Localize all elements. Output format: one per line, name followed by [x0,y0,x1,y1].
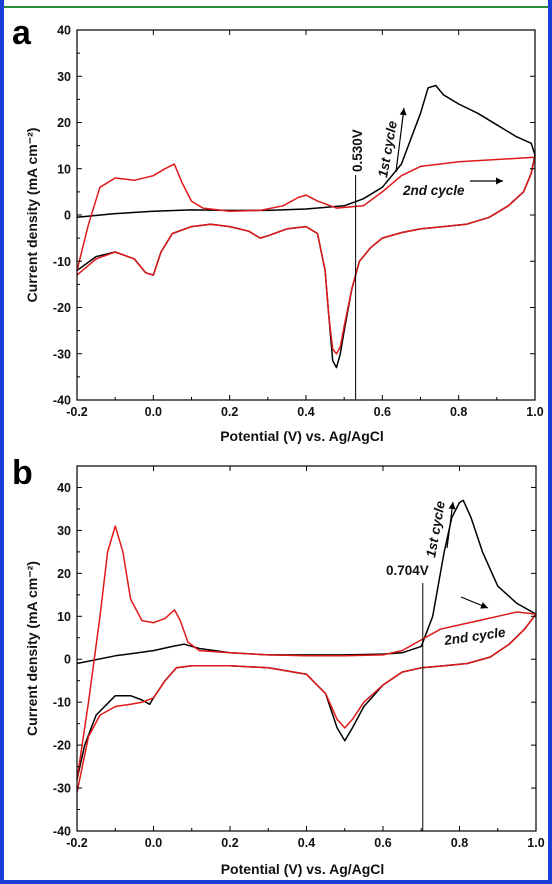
y-tick-label: -20 [53,739,71,753]
y-tick-label: 20 [57,116,71,130]
series-line-b-2 [76,525,537,793]
marker-label-a: 0.530V [350,129,365,172]
y-tick-label: 10 [57,162,71,176]
y-tick-label: -30 [53,347,71,361]
y-tick-label: 0 [64,209,71,223]
y-tick-label: -40 [53,394,71,408]
y-tick-label: 10 [57,610,71,624]
y-tick-label: -10 [53,696,71,710]
y-tick-label: 20 [57,567,71,581]
plot-frame-a [76,29,536,401]
series-line-a-2 [76,156,536,355]
x-tick-label: 0.6 [374,836,391,850]
y-tick-label: -30 [53,782,71,796]
y-tick-label: 0 [64,653,71,667]
top-rule [0,0,552,8]
plot-frame-b [76,465,537,832]
y-tick-label: -10 [53,255,71,269]
cycle-arrow-head [480,602,488,609]
cycle-arrow-head [399,108,407,116]
x-axis-label: Potential (V) vs. Ag/AgCl [220,428,384,444]
y-tick-label: 40 [57,24,71,38]
y-tick-label: -40 [53,825,71,839]
y-axis-label: Current density (mA cm⁻²) [24,561,40,736]
panel-b: b -0.2 0.0 0.2 0.4 0.6 0.8 1.0 -40 -30 -20 -10 0 10 2… [12,454,545,877]
y-tick-label: -20 [53,301,71,315]
y-tick-label: 40 [57,481,71,495]
x-tick-label: 0.8 [450,405,467,419]
x-axis-label: Potential (V) vs. Ag/AgCl [221,861,385,877]
y-axis-label: Current density (mA cm⁻²) [24,128,40,303]
x-tick-label: -0.2 [66,836,88,850]
x-tick-label: 0.2 [221,405,238,419]
x-tick-label: 0.0 [145,836,162,850]
x-tick-label: 1.0 [527,836,544,850]
panel-a: a -0.2 0.0 0.2 0.4 0.6 0.8 1.0 -40 -30 -20 -10 0 10 2… [12,14,544,444]
x-tick-label: -0.2 [66,405,88,419]
marker-label-b: 0.704V [386,563,429,578]
cycle-arrow-line [395,107,405,173]
panel-a-letter: a [12,14,32,52]
x-tick-label: 0.6 [374,405,391,419]
x-tick-label: 0.0 [145,405,162,419]
x-tick-label: 1.0 [526,405,543,419]
panel-b-letter: b [12,454,33,492]
second-cycle-label-b: 2nd cycle [442,624,507,648]
cycle-arrow-line [446,501,454,549]
x-tick-label: 0.4 [298,836,315,850]
y-tick-label: 30 [57,70,71,84]
x-tick-label: 0.2 [221,836,238,850]
y-tick-label: 30 [57,524,71,538]
cycle-arrow-head [496,177,503,185]
cycle-arrow-head [448,502,456,510]
second-cycle-label-a: 2nd cycle [402,183,465,198]
x-tick-label: 0.8 [451,836,468,850]
x-tick-label: 0.4 [297,405,314,419]
